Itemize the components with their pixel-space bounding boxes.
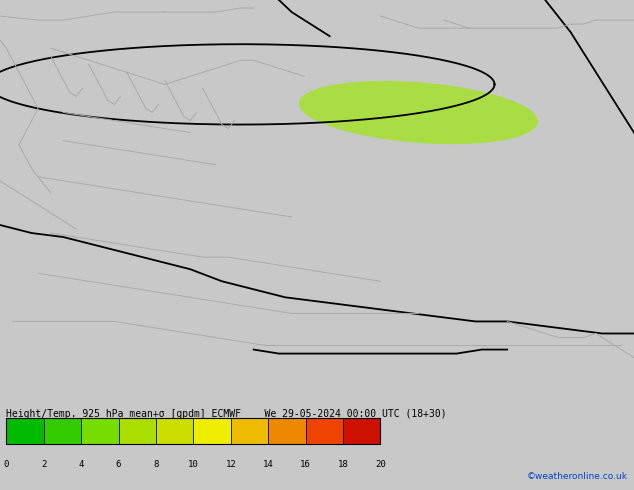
Bar xyxy=(6,417,44,444)
Text: 2: 2 xyxy=(41,460,46,469)
Text: 18: 18 xyxy=(338,460,348,469)
Text: ©weatheronline.co.uk: ©weatheronline.co.uk xyxy=(527,472,628,481)
Ellipse shape xyxy=(299,81,538,144)
Text: Height/Temp. 925 hPa mean+σ [gpdm] ECMWF    We 29-05-2024 00:00 UTC (18+30): Height/Temp. 925 hPa mean+σ [gpdm] ECMWF… xyxy=(6,409,447,419)
Text: 4: 4 xyxy=(79,460,84,469)
Bar xyxy=(6,417,380,444)
Bar xyxy=(268,417,306,444)
Text: 10: 10 xyxy=(188,460,198,469)
Bar xyxy=(156,417,193,444)
Text: 8: 8 xyxy=(153,460,158,469)
Text: 0: 0 xyxy=(4,460,9,469)
Text: 12: 12 xyxy=(226,460,236,469)
Bar xyxy=(44,417,81,444)
Bar xyxy=(81,417,119,444)
Text: 20: 20 xyxy=(375,460,385,469)
Text: 16: 16 xyxy=(301,460,311,469)
Bar xyxy=(119,417,156,444)
Bar xyxy=(231,417,268,444)
Bar xyxy=(306,417,343,444)
Bar xyxy=(343,417,380,444)
Bar xyxy=(193,417,231,444)
Text: 6: 6 xyxy=(116,460,121,469)
Text: 14: 14 xyxy=(263,460,273,469)
